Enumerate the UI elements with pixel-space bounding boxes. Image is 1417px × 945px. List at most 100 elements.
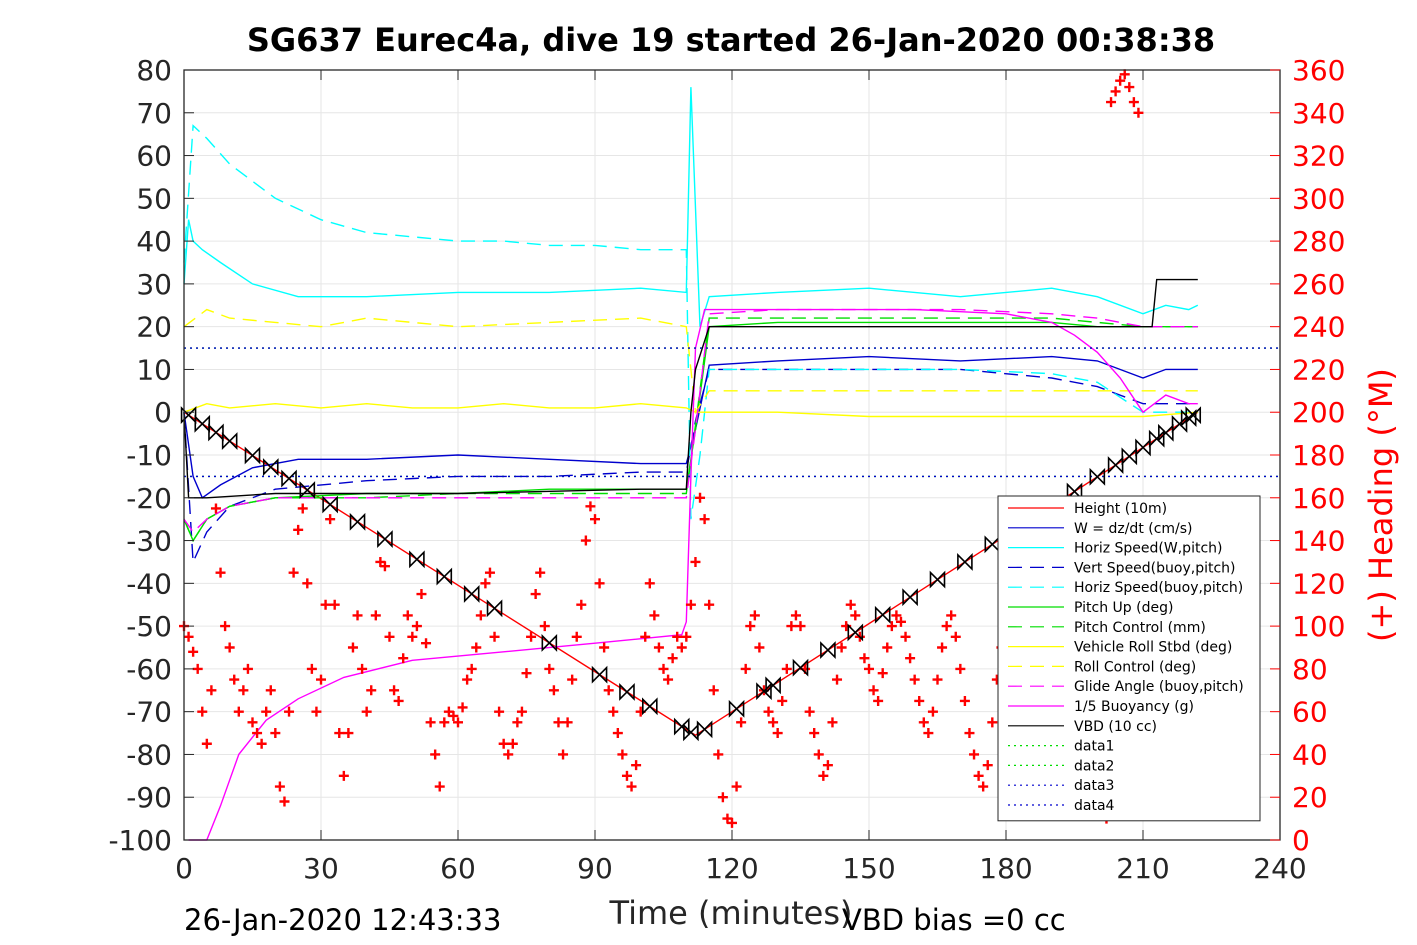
heading-point (836, 642, 847, 653)
chart-title: SG637 Eurec4a, dive 19 started 26-Jan-20… (247, 21, 1215, 59)
height-marker (984, 535, 1001, 554)
heading-point (809, 728, 820, 739)
footer-vbd-bias: VBD bias =0 cc (842, 903, 1066, 937)
heading-point (672, 631, 683, 642)
heading-point (343, 728, 354, 739)
heading-point (562, 717, 573, 728)
series-line-12 (183, 278, 1198, 499)
heading-point (238, 685, 249, 696)
heading-point (777, 695, 788, 706)
heading-point (512, 717, 523, 728)
heading-point (708, 685, 719, 696)
heading-point (188, 646, 199, 657)
series-line-2 (183, 355, 1198, 499)
right-y-tick-label: 260 (1292, 268, 1345, 301)
left-y-tick-label: 50 (136, 182, 172, 215)
right-y-tick-label: 280 (1292, 225, 1345, 258)
heading-point (914, 695, 925, 706)
heading-point (745, 621, 756, 632)
height-marker (1158, 423, 1174, 442)
heading-point (631, 760, 642, 771)
right-y-tick-label: 240 (1292, 311, 1345, 344)
heading-point (530, 589, 541, 600)
right-y-tick-label: 120 (1292, 567, 1345, 600)
heading-point (347, 642, 358, 653)
legend-label: Vehicle Roll Stbd (deg) (1074, 640, 1232, 656)
heading-point (462, 674, 473, 685)
heading-point (284, 706, 295, 717)
heading-point (361, 706, 372, 717)
height-marker (619, 683, 635, 701)
heading-point (338, 770, 349, 781)
heading-point (425, 717, 436, 728)
right-y-tick-label: 40 (1292, 738, 1328, 771)
heading-point (265, 685, 276, 696)
right-y-tick-label: 220 (1292, 353, 1345, 386)
heading-point (790, 610, 801, 621)
heading-point (1119, 69, 1130, 80)
heading-point (1133, 107, 1144, 118)
x-tick-label: 60 (440, 852, 476, 885)
heading-point (763, 706, 774, 717)
heading-point (325, 514, 336, 525)
legend-label: W = dz/dt (cm/s) (1074, 521, 1193, 537)
heading-point (969, 749, 980, 760)
height-marker (1089, 467, 1106, 486)
heading-point (256, 738, 267, 749)
heading-point (352, 610, 363, 621)
height-marker (377, 530, 393, 549)
heading-point (475, 610, 486, 621)
heading-point (210, 503, 221, 514)
heading-point (644, 578, 655, 589)
heading-point (832, 674, 843, 685)
heading-point (247, 717, 258, 728)
heading-point (827, 717, 838, 728)
heading-point (813, 749, 824, 760)
left-y-tick-label: 0 (154, 396, 172, 429)
right-y-axis-label: (+) Heading (°M) (1362, 368, 1400, 642)
height-marker (696, 720, 713, 739)
legend-label: 1/5 Buoyancy (g) (1074, 699, 1194, 715)
heading-point (297, 503, 308, 514)
heading-point (850, 610, 861, 621)
x-tick-label: 180 (979, 852, 1032, 885)
height-marker (194, 414, 211, 433)
right-y-tick-label: 180 (1292, 439, 1345, 472)
heading-point (864, 663, 874, 674)
series-line-9 (183, 308, 1198, 415)
legend-label: data1 (1074, 739, 1114, 755)
heading-point (877, 668, 888, 679)
left-y-tick-label: 70 (136, 97, 172, 130)
heading-point (302, 578, 313, 589)
heading-point (306, 663, 317, 674)
height-marker (486, 599, 503, 618)
heading-point (786, 621, 797, 632)
heading-point (293, 524, 304, 535)
heading-point (681, 631, 692, 642)
x-tick-label: 30 (303, 852, 339, 885)
heading-point (909, 674, 920, 685)
right-y-tick-label: 160 (1292, 482, 1345, 515)
heading-point (950, 631, 961, 642)
legend-label: Height (10m) (1074, 501, 1167, 517)
heading-point (192, 663, 203, 674)
x-tick-label: 150 (842, 852, 895, 885)
left-y-tick-label: -80 (126, 738, 172, 771)
heading-point (740, 663, 751, 674)
heading-point (658, 663, 669, 674)
heading-point (621, 770, 632, 781)
height-marker (1066, 482, 1083, 501)
height-marker (262, 458, 279, 476)
heading-point (498, 738, 509, 749)
height-marker (929, 570, 946, 589)
heading-point (316, 674, 326, 685)
heading-point (288, 567, 299, 578)
left-y-tick-label: 10 (136, 353, 172, 386)
height-marker (281, 469, 297, 488)
heading-point (224, 642, 235, 653)
heading-point (421, 638, 432, 649)
heading-point (818, 770, 829, 781)
x-tick-label: 120 (705, 852, 758, 885)
heading-point (736, 717, 747, 728)
right-y-tick-label: 20 (1292, 781, 1328, 814)
